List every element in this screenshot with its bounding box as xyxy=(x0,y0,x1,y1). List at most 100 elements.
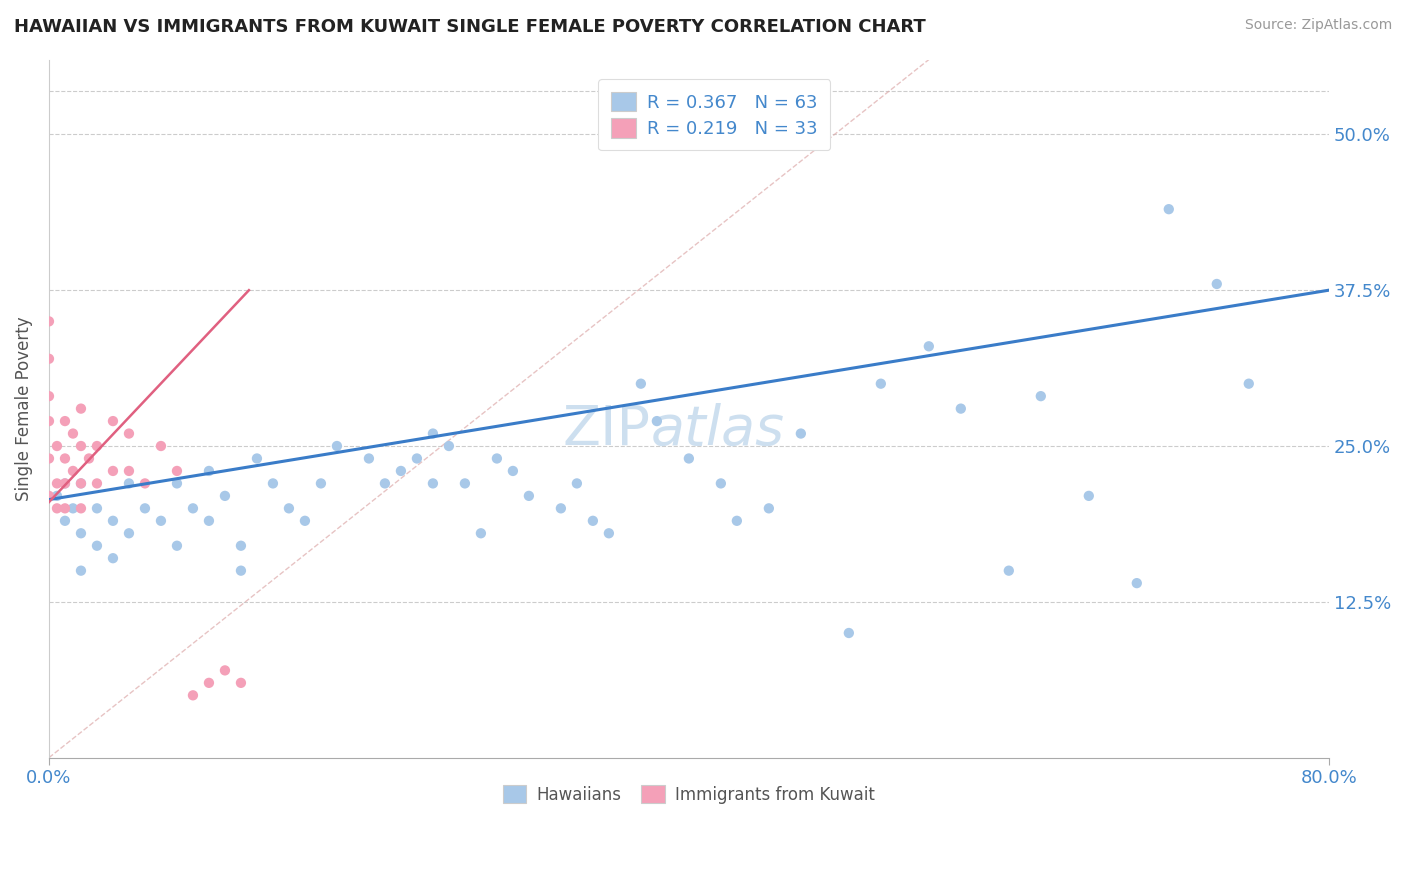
Point xyxy=(70,401,93,416)
Point xyxy=(758,501,780,516)
Point xyxy=(70,476,93,491)
Point xyxy=(1157,202,1180,217)
Point xyxy=(710,476,733,491)
Point xyxy=(53,414,76,428)
Point xyxy=(166,476,188,491)
Point xyxy=(406,451,429,466)
Point xyxy=(198,514,221,528)
Point xyxy=(502,464,524,478)
Legend: Hawaiians, Immigrants from Kuwait: Hawaiians, Immigrants from Kuwait xyxy=(492,773,886,815)
Point xyxy=(149,514,172,528)
Point xyxy=(454,476,477,491)
Point xyxy=(278,501,301,516)
Point xyxy=(229,539,252,553)
Point xyxy=(198,676,221,690)
Point xyxy=(86,439,108,453)
Point xyxy=(166,464,188,478)
Point xyxy=(326,439,349,453)
Point xyxy=(838,626,860,640)
Text: HAWAIIAN VS IMMIGRANTS FROM KUWAIT SINGLE FEMALE POVERTY CORRELATION CHART: HAWAIIAN VS IMMIGRANTS FROM KUWAIT SINGL… xyxy=(14,18,925,36)
Point xyxy=(229,564,252,578)
Point xyxy=(38,414,60,428)
Point xyxy=(1077,489,1099,503)
Point xyxy=(118,526,141,541)
Point xyxy=(86,501,108,516)
Point xyxy=(998,564,1021,578)
Point xyxy=(53,476,76,491)
Point xyxy=(38,351,60,366)
Point xyxy=(294,514,316,528)
Point xyxy=(70,501,93,516)
Point xyxy=(70,526,93,541)
Point xyxy=(77,451,100,466)
Point xyxy=(262,476,284,491)
Point xyxy=(46,439,69,453)
Point xyxy=(214,664,236,678)
Point xyxy=(246,451,269,466)
Point xyxy=(598,526,620,541)
Point xyxy=(46,476,69,491)
Point xyxy=(134,476,156,491)
Point xyxy=(1205,277,1227,291)
Point xyxy=(86,539,108,553)
Point xyxy=(198,464,221,478)
Point xyxy=(101,464,124,478)
Point xyxy=(62,501,84,516)
Point xyxy=(517,489,540,503)
Point xyxy=(181,689,204,703)
Point xyxy=(46,501,69,516)
Point xyxy=(62,426,84,441)
Point xyxy=(1126,576,1149,591)
Text: ZIP: ZIP xyxy=(562,402,651,457)
Point xyxy=(53,476,76,491)
Point xyxy=(918,339,941,353)
Y-axis label: Single Female Poverty: Single Female Poverty xyxy=(15,317,32,501)
Point xyxy=(1237,376,1260,391)
Point xyxy=(38,451,60,466)
Point xyxy=(582,514,605,528)
Point xyxy=(229,676,252,690)
Point xyxy=(70,564,93,578)
Point xyxy=(645,414,668,428)
Point xyxy=(869,376,891,391)
Point xyxy=(949,401,972,416)
Point xyxy=(422,426,444,441)
Point xyxy=(134,501,156,516)
Point xyxy=(485,451,508,466)
Point xyxy=(46,489,69,503)
Point xyxy=(357,451,380,466)
Point xyxy=(389,464,412,478)
Point xyxy=(70,476,93,491)
Point xyxy=(470,526,492,541)
Point xyxy=(101,414,124,428)
Point xyxy=(725,514,748,528)
Point xyxy=(1029,389,1052,403)
Point xyxy=(309,476,332,491)
Point xyxy=(118,464,141,478)
Point xyxy=(101,514,124,528)
Point xyxy=(214,489,236,503)
Point xyxy=(86,476,108,491)
Point xyxy=(118,426,141,441)
Point xyxy=(70,439,93,453)
Point xyxy=(790,426,813,441)
Point xyxy=(53,451,76,466)
Point xyxy=(38,489,60,503)
Point xyxy=(181,501,204,516)
Point xyxy=(166,539,188,553)
Point xyxy=(53,501,76,516)
Point xyxy=(678,451,700,466)
Point xyxy=(630,376,652,391)
Point xyxy=(437,439,460,453)
Point xyxy=(149,439,172,453)
Point xyxy=(62,464,84,478)
Point xyxy=(422,476,444,491)
Point xyxy=(118,476,141,491)
Point xyxy=(565,476,588,491)
Point xyxy=(101,551,124,566)
Text: atlas: atlas xyxy=(651,403,785,456)
Point xyxy=(53,514,76,528)
Point xyxy=(38,314,60,328)
Point xyxy=(550,501,572,516)
Point xyxy=(38,389,60,403)
